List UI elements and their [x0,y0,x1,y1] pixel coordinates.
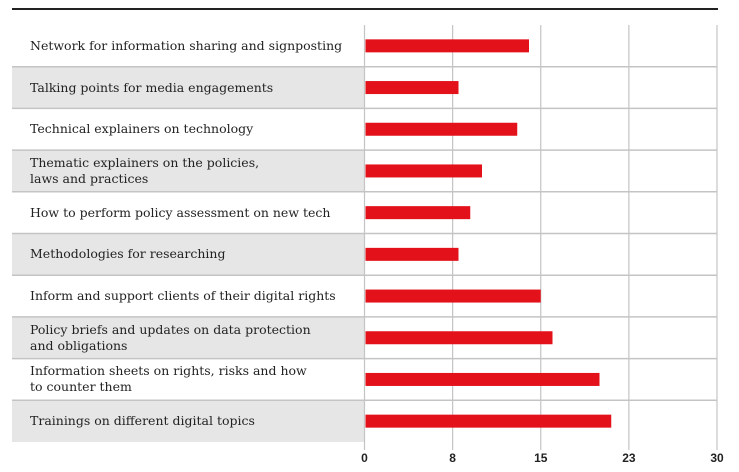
top-rule [12,8,718,10]
category-label: Inform and support clients of their digi… [30,288,336,304]
bar [365,372,600,386]
bar [365,81,459,95]
x-tick-label: 0 [361,451,368,465]
bar [365,289,541,303]
category-label: Technical explainers on technology [30,121,254,137]
category-label: Information sheets on rights, risks and … [30,363,307,395]
bar [365,247,459,261]
x-tick-label: 15 [534,451,548,465]
category-label: Talking points for media engagements [30,79,274,95]
category-label: Network for information sharing and sign… [30,37,343,53]
category-label: Trainings on different digital topics [30,413,255,429]
x-tick-label: 30 [710,451,724,465]
bar [365,122,518,136]
x-tick-label: 23 [622,451,636,465]
category-label: Thematic explainers on the policies, law… [30,154,260,186]
category-label: Methodologies for researching [30,246,226,262]
bar [365,206,471,220]
category-label: Policy briefs and updates on data protec… [30,321,311,353]
bar [365,331,553,345]
bar [365,164,482,178]
bar [365,414,612,428]
category-label: How to perform policy assessment on new … [30,204,331,220]
x-tick-label: 8 [449,451,456,465]
bar [365,39,529,53]
